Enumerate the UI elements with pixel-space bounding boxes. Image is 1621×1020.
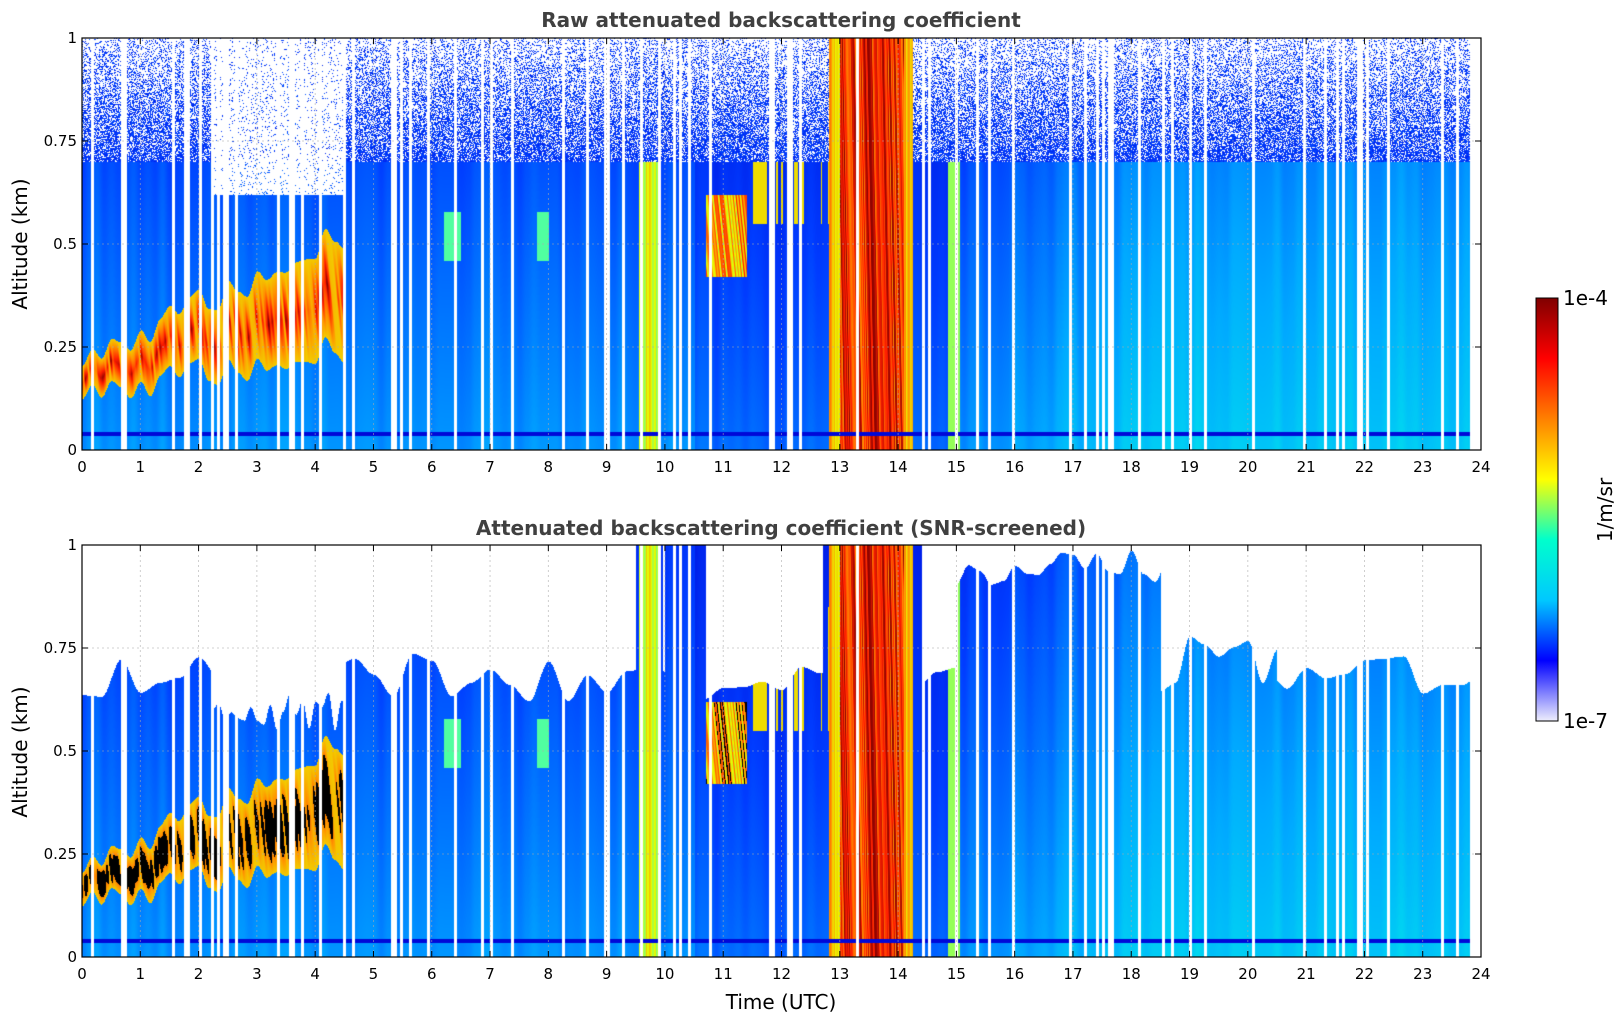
panel-screened-grid (82, 545, 1481, 957)
x-tick-label: 19 (1180, 965, 1199, 983)
x-tick-label: 22 (1355, 458, 1374, 476)
x-tick-label: 10 (655, 965, 674, 983)
x-tick-label: 8 (544, 965, 554, 983)
panel-screened: Attenuated backscattering coefficient (S… (8, 516, 1491, 1014)
colorbar-max-label: 1e-4 (1563, 286, 1608, 310)
colorbar-gradient (1536, 298, 1558, 721)
x-tick-label: 20 (1238, 965, 1257, 983)
x-tick-label: 23 (1413, 965, 1432, 983)
x-tick-label: 7 (485, 458, 495, 476)
panel-screened-title: Attenuated backscattering coefficient (S… (476, 516, 1086, 540)
x-tick-label: 15 (947, 458, 966, 476)
y-tick-label: 0 (67, 441, 77, 459)
panel-raw-grid (82, 38, 1481, 450)
x-tick-label: 0 (77, 965, 87, 983)
panel-raw-y-ticks: 0 0.25 0.5 0.75 1 (44, 29, 1481, 459)
panel-screened-y-ticks: 0 0.25 0.5 0.75 1 (44, 536, 1481, 966)
x-tick-label: 8 (544, 458, 554, 476)
panel-screened-x-ticks: 0 1 2 3 4 5 6 7 8 9 10 11 12 13 14 15 16 17 18 19 20 21 22 23 24 (77, 545, 1491, 983)
x-tick-label: 21 (1297, 965, 1316, 983)
x-tick-label: 11 (714, 965, 733, 983)
x-tick-label: 19 (1180, 458, 1199, 476)
panel-raw-title: Raw attenuated backscattering coefficien… (541, 8, 1021, 32)
x-tick-label: 16 (1005, 965, 1024, 983)
x-tick-label: 1 (136, 965, 146, 983)
x-tick-label: 20 (1238, 458, 1257, 476)
x-tick-label: 4 (310, 965, 320, 983)
y-tick-label: 0.25 (44, 845, 77, 863)
x-tick-label: 17 (1063, 965, 1082, 983)
panel-screened-xlabel: Time (UTC) (725, 990, 837, 1014)
x-tick-label: 10 (655, 458, 674, 476)
panel-raw-x-ticks: 0 1 2 3 4 5 6 7 8 9 10 11 12 13 14 15 16 17 18 19 20 21 22 23 24 (77, 38, 1491, 476)
panel-screened-ylabel: Altitude (km) (8, 686, 32, 817)
x-tick-label: 18 (1122, 458, 1141, 476)
x-tick-label: 5 (369, 965, 379, 983)
x-tick-label: 5 (369, 458, 379, 476)
x-tick-label: 18 (1122, 965, 1141, 983)
x-tick-label: 23 (1413, 458, 1432, 476)
y-tick-label: 0.75 (44, 132, 77, 150)
x-tick-label: 6 (427, 458, 437, 476)
panel-raw: Raw attenuated backscattering coefficien… (8, 8, 1491, 476)
y-tick-label: 0 (67, 948, 77, 966)
x-tick-label: 22 (1355, 965, 1374, 983)
y-tick-label: 0.25 (44, 338, 77, 356)
x-tick-label: 9 (602, 965, 612, 983)
x-tick-label: 24 (1471, 458, 1490, 476)
x-tick-label: 12 (772, 965, 791, 983)
x-tick-label: 2 (194, 458, 204, 476)
x-tick-label: 24 (1471, 965, 1490, 983)
x-tick-label: 14 (889, 965, 908, 983)
x-tick-label: 12 (772, 458, 791, 476)
panel-raw-ylabel: Altitude (km) (8, 178, 32, 309)
x-tick-label: 9 (602, 458, 612, 476)
colorbar: 1e-4 1e-7 1/m/sr (1535, 286, 1617, 733)
y-tick-label: 0.5 (53, 742, 77, 760)
x-tick-label: 1 (136, 458, 146, 476)
x-tick-label: 2 (194, 965, 204, 983)
x-tick-label: 11 (714, 458, 733, 476)
x-tick-label: 0 (77, 458, 87, 476)
colorbar-min-label: 1e-7 (1563, 709, 1608, 733)
x-tick-label: 3 (252, 458, 262, 476)
x-tick-label: 17 (1063, 458, 1082, 476)
y-tick-label: 1 (67, 29, 77, 47)
x-tick-label: 15 (947, 965, 966, 983)
colorbar-frame (1535, 297, 1559, 722)
x-tick-label: 14 (889, 458, 908, 476)
x-tick-label: 13 (830, 458, 849, 476)
x-tick-label: 13 (830, 965, 849, 983)
colorbar-label: 1/m/sr (1593, 477, 1617, 542)
x-tick-label: 16 (1005, 458, 1024, 476)
x-tick-label: 21 (1297, 458, 1316, 476)
x-tick-label: 7 (485, 965, 495, 983)
x-tick-label: 4 (310, 458, 320, 476)
y-tick-label: 0.75 (44, 639, 77, 657)
y-tick-label: 1 (67, 536, 77, 554)
x-tick-label: 3 (252, 965, 262, 983)
x-tick-label: 6 (427, 965, 437, 983)
y-tick-label: 0.5 (53, 235, 77, 253)
